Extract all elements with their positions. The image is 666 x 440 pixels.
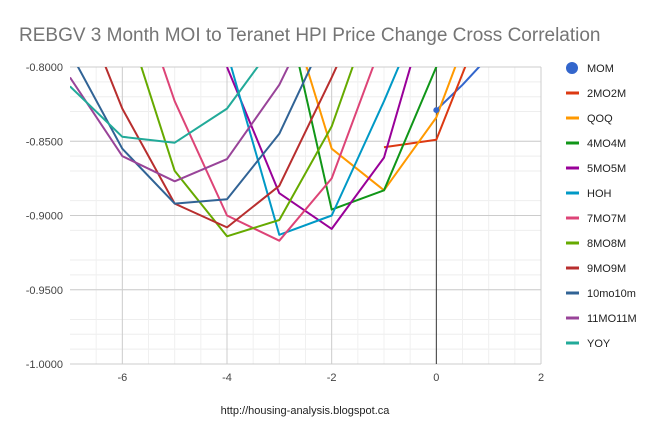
legend-label-10mo10m: 10mo10m [587, 288, 636, 300]
y-tick-label: -1.0000 [26, 359, 63, 371]
legend-label-7mo7m: 7MO7M [587, 213, 626, 225]
x-tick-label: 0 [433, 372, 439, 384]
legend: MOM 2MO2M QOQ 4MO4M 5MO5M HOH 7MO7M 8MO8M 9MO9M 1… [566, 62, 637, 350]
series-point-mom [433, 107, 440, 114]
legend-swatch-4mo4m [566, 141, 579, 145]
y-tick-label: -0.9000 [26, 211, 63, 223]
series-line-8mo8m [140, 67, 354, 238]
legend-swatch-5mo5m [566, 166, 579, 170]
x-tick-label: 2 [538, 372, 544, 384]
legend-label-5mo5m: 5MO5M [587, 163, 626, 175]
x-tick-label: -4 [222, 372, 232, 384]
legend-swatch-2mo2m [566, 91, 579, 95]
legend-swatch-qoq [566, 116, 579, 120]
legend-swatch-mom [566, 62, 578, 74]
series-line-2mo2m [383, 67, 467, 149]
series-line-5mo5m [226, 67, 412, 230]
legend-swatch-yoy [566, 341, 579, 345]
legend-label-yoy: YOY [587, 338, 611, 350]
series-line-11mo11m [70, 67, 290, 183]
legend-swatch-hoh [566, 191, 579, 195]
marker-layer [433, 107, 440, 114]
legend-swatch-10mo10m [566, 291, 579, 295]
legend-label-4mo4m: 4MO4M [587, 138, 626, 150]
series-line-9mo9m [104, 67, 338, 229]
legend-label-8mo8m: 8MO8M [587, 238, 626, 250]
legend-swatch-11mo11m [566, 316, 579, 320]
x-tick-label: -2 [327, 372, 337, 384]
legend-swatch-9mo9m [566, 266, 579, 270]
series-line-mom [435, 67, 481, 111]
footer-url: http://housing-analysis.blogspot.ca [221, 405, 391, 417]
grid-layer [70, 66, 542, 365]
legend-label-qoq: QOQ [587, 113, 613, 125]
legend-label-9mo9m: 9MO9M [587, 263, 626, 275]
y-tick-label: -0.8000 [26, 62, 63, 74]
legend-swatch-7mo7m [566, 216, 579, 220]
legend-label-11mo11m: 11MO11M [587, 313, 637, 325]
series-line-hoh [230, 67, 400, 236]
y-tick-label: -0.8500 [26, 136, 63, 148]
legend-label-2mo2m: 2MO2M [587, 88, 626, 100]
series-line-4mo4m [298, 67, 438, 211]
legend-label-mom: MOM [587, 63, 614, 75]
x-tick-label: -6 [117, 372, 127, 384]
y-tick-label: -0.9500 [26, 285, 63, 297]
series-layer [70, 67, 481, 242]
axis-layer: -1.0000 -0.9500 -0.9000 -0.8500 -0.8000 -6 -4 -… [26, 62, 544, 384]
legend-label-hoh: HOH [587, 188, 612, 200]
series-line-yoy [70, 67, 259, 144]
chart-title: REBGV 3 Month MOI to Teranet HPI Price C… [19, 25, 601, 46]
legend-swatch-8mo8m [566, 241, 579, 245]
series-line-10mo10m [76, 67, 312, 205]
